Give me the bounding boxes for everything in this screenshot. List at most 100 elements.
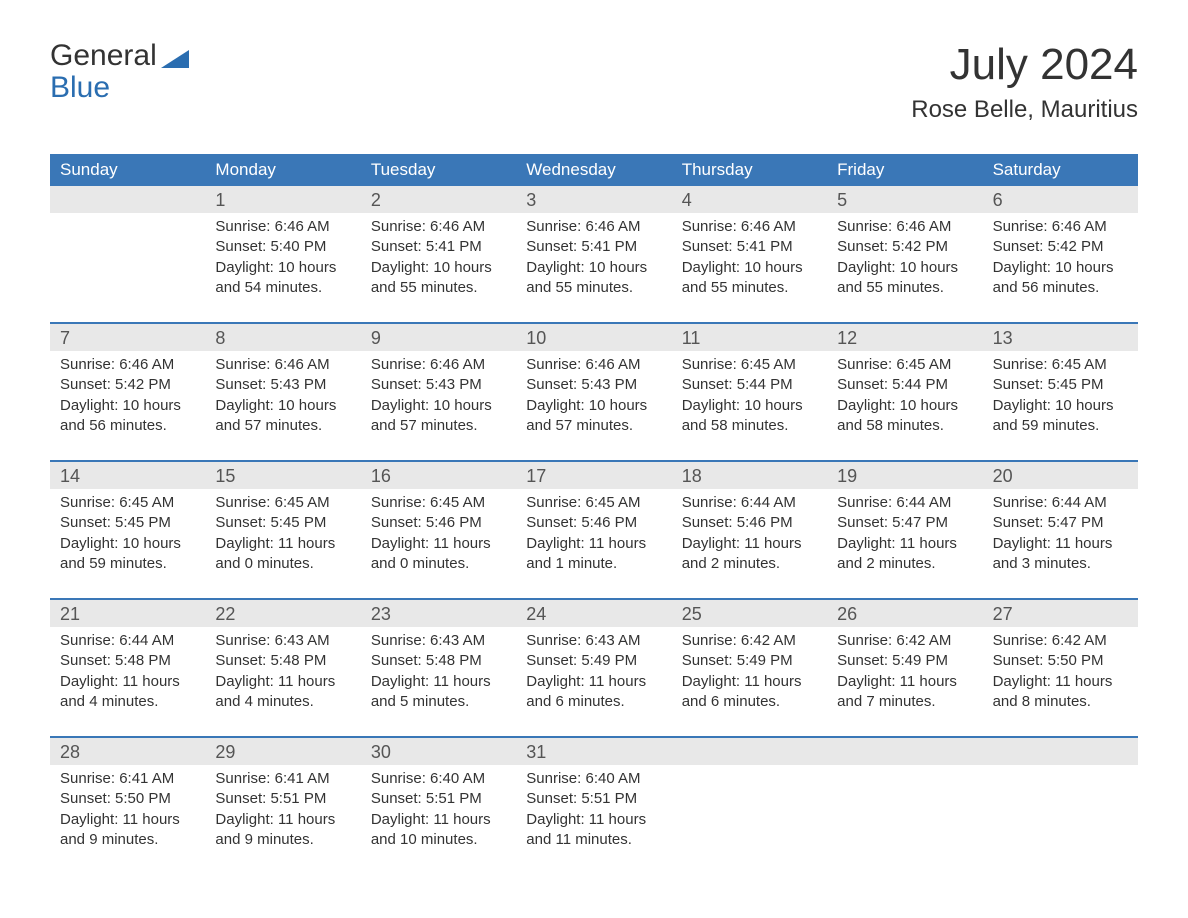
day-number: 18 <box>672 462 827 489</box>
day-sunrise: Sunrise: 6:41 AM <box>60 769 195 789</box>
day-cell: Sunrise: 6:46 AMSunset: 5:40 PMDaylight:… <box>205 213 360 316</box>
day-cell: Sunrise: 6:43 AMSunset: 5:49 PMDaylight:… <box>516 627 671 730</box>
location: Rose Belle, Mauritius <box>911 96 1138 124</box>
day-d2: and 2 minutes. <box>837 554 972 574</box>
day-d1: Daylight: 11 hours <box>837 534 972 554</box>
day-sunrise: Sunrise: 6:45 AM <box>837 355 972 375</box>
day-d2: and 2 minutes. <box>682 554 817 574</box>
day-number: 30 <box>361 738 516 765</box>
daynum-row: 28293031 <box>50 738 1138 765</box>
day-number: 21 <box>50 600 205 627</box>
day-sunset: Sunset: 5:46 PM <box>526 513 661 533</box>
day-number: 31 <box>516 738 671 765</box>
day-d2: and 55 minutes. <box>837 278 972 298</box>
day-header: Wednesday <box>516 154 671 186</box>
day-header: Monday <box>205 154 360 186</box>
day-d2: and 8 minutes. <box>993 692 1128 712</box>
day-cell: Sunrise: 6:42 AMSunset: 5:49 PMDaylight:… <box>827 627 982 730</box>
day-sunrise: Sunrise: 6:43 AM <box>371 631 506 651</box>
day-d1: Daylight: 11 hours <box>60 672 195 692</box>
day-number: 6 <box>983 186 1138 213</box>
day-sunset: Sunset: 5:45 PM <box>215 513 350 533</box>
day-d2: and 0 minutes. <box>371 554 506 574</box>
day-cell: Sunrise: 6:45 AMSunset: 5:45 PMDaylight:… <box>205 489 360 592</box>
day-d2: and 57 minutes. <box>526 416 661 436</box>
weeks-container: 123456Sunrise: 6:46 AMSunset: 5:40 PMDay… <box>50 186 1138 868</box>
day-header: Tuesday <box>361 154 516 186</box>
day-sunset: Sunset: 5:49 PM <box>526 651 661 671</box>
day-number: 5 <box>827 186 982 213</box>
day-sunrise: Sunrise: 6:46 AM <box>993 217 1128 237</box>
day-d1: Daylight: 11 hours <box>526 810 661 830</box>
day-cell: Sunrise: 6:46 AMSunset: 5:42 PMDaylight:… <box>983 213 1138 316</box>
day-sunrise: Sunrise: 6:46 AM <box>371 217 506 237</box>
day-d1: Daylight: 11 hours <box>215 810 350 830</box>
day-d1: Daylight: 10 hours <box>60 534 195 554</box>
day-cell: Sunrise: 6:45 AMSunset: 5:44 PMDaylight:… <box>672 351 827 454</box>
day-cell: Sunrise: 6:43 AMSunset: 5:48 PMDaylight:… <box>205 627 360 730</box>
day-number: 23 <box>361 600 516 627</box>
day-number: 15 <box>205 462 360 489</box>
day-cell: Sunrise: 6:45 AMSunset: 5:46 PMDaylight:… <box>516 489 671 592</box>
day-sunrise: Sunrise: 6:45 AM <box>993 355 1128 375</box>
day-cell: Sunrise: 6:45 AMSunset: 5:45 PMDaylight:… <box>50 489 205 592</box>
day-sunset: Sunset: 5:46 PM <box>682 513 817 533</box>
day-number: 16 <box>361 462 516 489</box>
day-header: Saturday <box>983 154 1138 186</box>
day-sunset: Sunset: 5:51 PM <box>526 789 661 809</box>
day-number: 14 <box>50 462 205 489</box>
day-d1: Daylight: 10 hours <box>215 258 350 278</box>
day-number: 29 <box>205 738 360 765</box>
day-cell: Sunrise: 6:46 AMSunset: 5:43 PMDaylight:… <box>361 351 516 454</box>
logo-triangle-icon <box>161 50 189 68</box>
day-sunset: Sunset: 5:43 PM <box>526 375 661 395</box>
day-cell <box>50 213 205 316</box>
day-number: 1 <box>205 186 360 213</box>
day-cell: Sunrise: 6:46 AMSunset: 5:41 PMDaylight:… <box>516 213 671 316</box>
calendar: Sunday Monday Tuesday Wednesday Thursday… <box>50 154 1138 868</box>
day-cell: Sunrise: 6:44 AMSunset: 5:48 PMDaylight:… <box>50 627 205 730</box>
day-sunrise: Sunrise: 6:44 AM <box>682 493 817 513</box>
day-sunrise: Sunrise: 6:46 AM <box>215 355 350 375</box>
day-sunrise: Sunrise: 6:45 AM <box>371 493 506 513</box>
day-sunset: Sunset: 5:48 PM <box>371 651 506 671</box>
day-number: 3 <box>516 186 671 213</box>
day-sunrise: Sunrise: 6:46 AM <box>60 355 195 375</box>
day-sunset: Sunset: 5:50 PM <box>60 789 195 809</box>
week-row: 123456Sunrise: 6:46 AMSunset: 5:40 PMDay… <box>50 186 1138 316</box>
day-number: 19 <box>827 462 982 489</box>
day-d2: and 6 minutes. <box>682 692 817 712</box>
day-cell: Sunrise: 6:46 AMSunset: 5:43 PMDaylight:… <box>516 351 671 454</box>
day-sunrise: Sunrise: 6:46 AM <box>526 355 661 375</box>
day-sunrise: Sunrise: 6:40 AM <box>371 769 506 789</box>
day-d2: and 4 minutes. <box>60 692 195 712</box>
day-sunrise: Sunrise: 6:46 AM <box>526 217 661 237</box>
day-sunrise: Sunrise: 6:46 AM <box>837 217 972 237</box>
day-d2: and 9 minutes. <box>215 830 350 850</box>
day-sunrise: Sunrise: 6:43 AM <box>526 631 661 651</box>
day-d1: Daylight: 10 hours <box>837 396 972 416</box>
day-number: 27 <box>983 600 1138 627</box>
day-sunrise: Sunrise: 6:42 AM <box>837 631 972 651</box>
day-d2: and 5 minutes. <box>371 692 506 712</box>
day-sunrise: Sunrise: 6:46 AM <box>215 217 350 237</box>
day-d1: Daylight: 11 hours <box>837 672 972 692</box>
day-d1: Daylight: 10 hours <box>993 396 1128 416</box>
day-header: Thursday <box>672 154 827 186</box>
day-number: 7 <box>50 324 205 351</box>
day-d2: and 10 minutes. <box>371 830 506 850</box>
day-sunrise: Sunrise: 6:45 AM <box>682 355 817 375</box>
day-number: 13 <box>983 324 1138 351</box>
day-sunset: Sunset: 5:47 PM <box>993 513 1128 533</box>
day-d1: Daylight: 11 hours <box>682 672 817 692</box>
day-number: 26 <box>827 600 982 627</box>
day-cell: Sunrise: 6:40 AMSunset: 5:51 PMDaylight:… <box>516 765 671 868</box>
day-sunrise: Sunrise: 6:44 AM <box>993 493 1128 513</box>
day-d1: Daylight: 10 hours <box>371 396 506 416</box>
day-sunrise: Sunrise: 6:45 AM <box>215 493 350 513</box>
day-sunset: Sunset: 5:48 PM <box>215 651 350 671</box>
day-d2: and 59 minutes. <box>60 554 195 574</box>
day-cell: Sunrise: 6:41 AMSunset: 5:51 PMDaylight:… <box>205 765 360 868</box>
day-d1: Daylight: 10 hours <box>682 258 817 278</box>
day-sunset: Sunset: 5:41 PM <box>682 237 817 257</box>
